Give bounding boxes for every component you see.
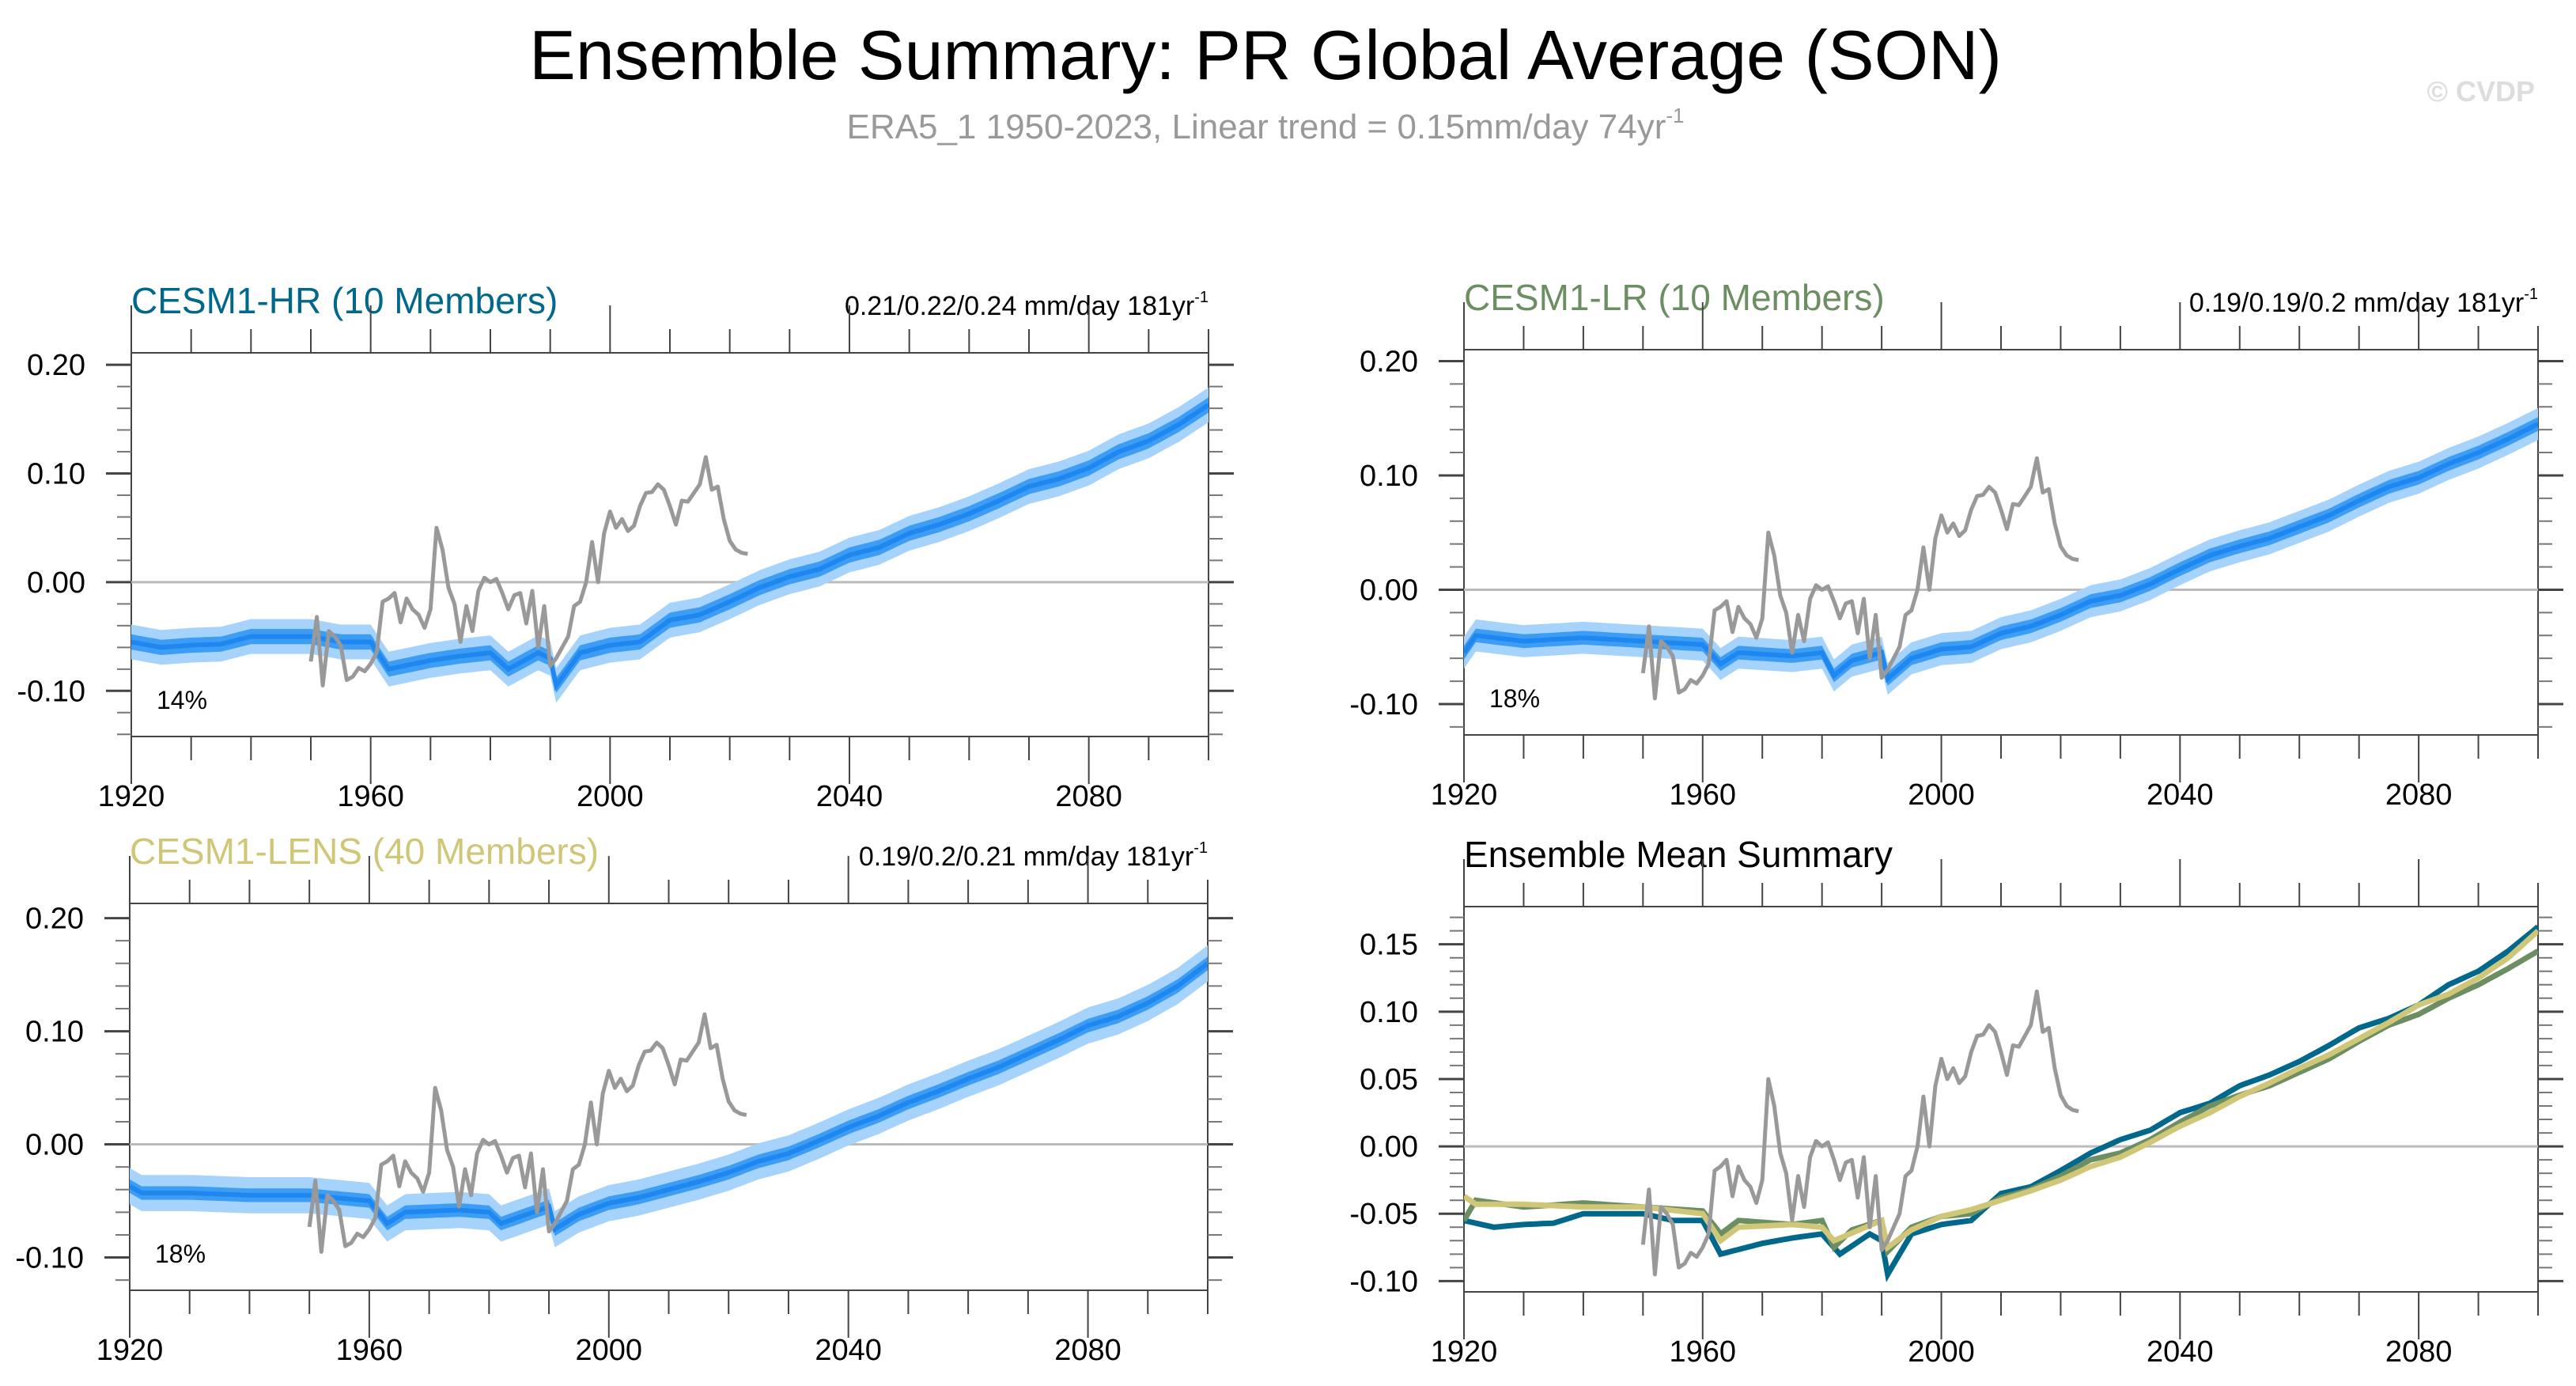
observed-line (308, 455, 748, 687)
y-tick-label: 0.10 (1360, 996, 1418, 1029)
y-tick-label: 0.20 (1360, 345, 1418, 378)
y-tick-label: -0.05 (1349, 1198, 1418, 1231)
y-tick-label: 0.20 (27, 349, 85, 382)
panel-title: CESM1-HR (10 Members) (131, 280, 558, 321)
page-title: Ensemble Summary: PR Global Average (SON… (529, 16, 2002, 94)
trend-label: 0.19/0.2/0.21 mm/day 181yr-1 (859, 839, 1208, 872)
x-tick-label: 2040 (2147, 778, 2214, 812)
trend-text: 0.21/0.22/0.24 mm/day 181yr (845, 291, 1194, 321)
x-tick-label: 1960 (1670, 1335, 1737, 1369)
x-tick-label: 2080 (2385, 778, 2453, 812)
hr-mean-line (1464, 924, 2538, 1282)
subtitle-text: ERA5_1 1950-2023, Linear trend = 0.15mm/… (847, 108, 1666, 146)
lens-mean-line (1464, 929, 2538, 1252)
ensemble-range-band (131, 388, 1209, 703)
x-tick-label: 2040 (2147, 1335, 2214, 1369)
y-tick-label: -0.10 (15, 1242, 84, 1275)
x-tick-label: 2080 (2385, 1335, 2453, 1369)
y-tick-label: -0.10 (1349, 1265, 1418, 1298)
observed-line (307, 1012, 747, 1254)
subtitle: ERA5_1 1950-2023, Linear trend = 0.15mm/… (847, 104, 1685, 146)
x-tick-label: 2000 (1908, 778, 1975, 812)
x-tick-label: 1920 (1431, 1335, 1498, 1369)
observed-line (1640, 456, 2079, 701)
y-tick-label: 0.00 (27, 566, 85, 600)
x-tick-label: 1920 (1431, 778, 1498, 812)
x-tick-label: 2040 (816, 780, 883, 813)
x-tick-label: 1960 (337, 780, 404, 813)
trend-exponent: -1 (1193, 839, 1208, 857)
y-tick-label: 0.20 (25, 903, 84, 936)
panel-title: CESM1-LR (10 Members) (1464, 277, 1885, 318)
ensemble-mean-line (131, 403, 1209, 691)
x-tick-label: 2000 (1908, 1335, 1975, 1369)
x-tick-label: 2080 (1054, 1334, 1122, 1367)
ensemble-mean-line (1464, 422, 2538, 684)
y-tick-label: 0.10 (25, 1016, 84, 1049)
trend-label: 0.19/0.19/0.2 mm/day 181yr-1 (2189, 286, 2538, 318)
panel-2: CESM1-LR (10 Members) 0.19/0.19/0.2 mm/da… (1349, 277, 2563, 812)
panel-title: Ensemble Mean Summary (1464, 834, 1893, 875)
x-tick-label: 1960 (336, 1334, 403, 1367)
y-tick-label: 0.00 (25, 1129, 84, 1162)
x-tick-label: 2080 (1055, 780, 1122, 813)
plot-frame (1463, 349, 2539, 736)
percent-label: 18% (155, 1240, 206, 1268)
ensemble-range-band (1464, 407, 2538, 695)
y-tick-label: 0.10 (27, 458, 85, 491)
x-tick-label: 1960 (1670, 778, 1737, 812)
y-tick-label: 0.10 (1360, 460, 1418, 493)
panel-1: CESM1-HR (10 Members) 0.21/0.22/0.24 mm/d… (17, 280, 1234, 813)
y-tick-label: -0.10 (1349, 688, 1418, 721)
y-tick-label: -0.10 (17, 675, 85, 708)
x-tick-label: 1920 (96, 1334, 164, 1367)
y-tick-label: 0.15 (1360, 929, 1418, 962)
plot-frame (131, 352, 1209, 737)
observed-line (1640, 989, 2079, 1277)
x-tick-label: 2000 (577, 780, 644, 813)
y-tick-label: 0.05 (1360, 1063, 1418, 1096)
x-tick-label: 2040 (815, 1334, 882, 1367)
plot-frame (1463, 906, 2539, 1293)
trend-text: 0.19/0.19/0.2 mm/day 181yr (2189, 288, 2524, 318)
panel-4: Ensemble Mean Summary 1920 1960 2000 2040 208… (1349, 834, 2563, 1369)
x-tick-label: 1920 (98, 780, 165, 813)
y-tick-label: 0.00 (1360, 1130, 1418, 1164)
trend-text: 0.19/0.2/0.21 mm/day 181yr (859, 842, 1193, 872)
panel-3: CESM1-LENS (40 Members) 0.19/0.2/0.21 mm/… (15, 831, 1233, 1367)
trend-exponent: -1 (2524, 286, 2538, 303)
y-tick-label: 0.00 (1360, 574, 1418, 607)
x-tick-label: 2000 (576, 1334, 643, 1367)
panel-title: CESM1-LENS (40 Members) (130, 831, 599, 872)
ensemble-mean-line (130, 961, 1208, 1233)
trend-exponent: -1 (1194, 289, 1209, 306)
trend-label: 0.21/0.22/0.24 mm/day 181yr-1 (845, 289, 1209, 321)
percent-label: 14% (157, 686, 207, 714)
percent-label: 18% (1489, 684, 1540, 713)
plot-frame (129, 903, 1209, 1291)
subtitle-exponent: -1 (1666, 104, 1684, 127)
watermark: © CVDP (2427, 75, 2535, 108)
